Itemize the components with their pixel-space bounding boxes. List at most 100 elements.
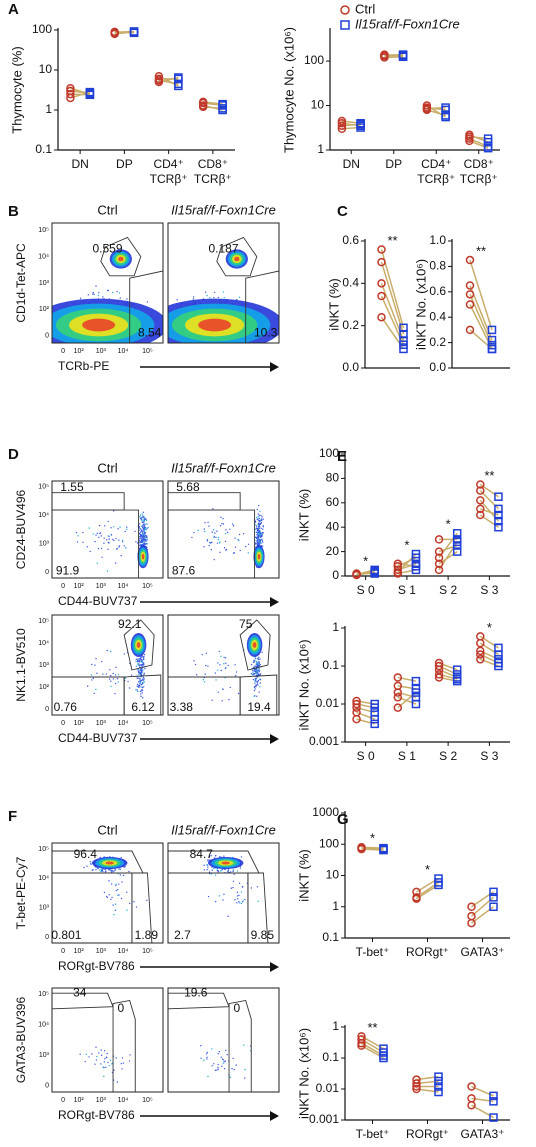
event-dot [144, 527, 147, 529]
ctrl-point [465, 300, 475, 309]
ctrl-point [465, 290, 475, 299]
gate [247, 872, 269, 943]
event-dot [223, 855, 225, 857]
event-dot [213, 1063, 215, 1065]
event-dot [237, 538, 239, 541]
flow-x-tick: 10⁴ [118, 948, 129, 955]
event-dot [142, 533, 144, 535]
event-dot [209, 542, 211, 544]
gate [52, 509, 140, 578]
event-dot [220, 1056, 222, 1058]
event-dot [114, 674, 117, 676]
event-dot [240, 856, 243, 858]
event-dot [93, 692, 95, 695]
event-dot [209, 297, 211, 299]
event-dot [139, 533, 141, 535]
event-dot [139, 683, 141, 685]
event-dot [231, 523, 234, 525]
event-dot [130, 674, 133, 676]
event-dot [142, 537, 144, 539]
y-tick-label: 1 [332, 899, 339, 913]
plot-frame [51, 480, 164, 579]
event-dot [139, 685, 141, 687]
event-dot [82, 541, 84, 543]
density [136, 642, 141, 648]
event-dot [223, 1067, 226, 1070]
event-dot [141, 686, 144, 689]
event-dot [203, 528, 205, 530]
event-dot [213, 296, 215, 299]
event-dot [259, 664, 261, 666]
event-dot [192, 298, 195, 300]
event-dot [254, 521, 257, 523]
event-dot [100, 1049, 102, 1051]
event-dot [96, 532, 99, 535]
event-dot [260, 527, 262, 530]
event-dot [139, 677, 141, 680]
x-tick-label: S 2 [439, 583, 457, 597]
event-dot [115, 1057, 117, 1059]
x-tick-label: S 1 [398, 749, 416, 763]
event-dot [109, 1059, 112, 1062]
ko-point [411, 549, 421, 559]
y-tick-label: 0.01 [316, 696, 340, 710]
event-dot [146, 899, 148, 902]
ctrl-point [154, 71, 164, 81]
event-dot [255, 543, 257, 545]
event-dot [75, 531, 78, 534]
event-dot [121, 1068, 123, 1070]
event-dot [97, 294, 99, 297]
event-dot [219, 551, 221, 554]
event-dot [142, 538, 144, 541]
ctrl-point [393, 565, 403, 575]
event-dot [119, 526, 121, 528]
event-dot [203, 869, 206, 871]
event-dot [138, 523, 141, 525]
event-dot [140, 668, 142, 670]
density [105, 861, 114, 865]
event-dot [126, 909, 128, 911]
event-dot [210, 854, 212, 857]
event-dot [208, 525, 210, 527]
event-dot [145, 529, 148, 531]
event-dot [122, 539, 124, 542]
event-dot [213, 291, 216, 294]
event-dot [100, 868, 103, 870]
event-dot [140, 541, 143, 543]
significance: ** [387, 233, 397, 248]
event-dot [259, 686, 261, 688]
ko-point [452, 676, 462, 686]
gate-percent: 1.55 [60, 480, 84, 494]
event-dot [139, 531, 142, 534]
event-dot [217, 1063, 219, 1066]
event-dot [216, 1069, 218, 1071]
event-dot [142, 521, 145, 524]
ko-point [494, 510, 503, 520]
event-dot [135, 541, 137, 543]
event-dot [232, 869, 235, 871]
event-dot [257, 679, 260, 682]
event-dot [234, 546, 237, 548]
event-dot [259, 682, 261, 684]
event-dot [235, 671, 238, 673]
event-dot [260, 533, 262, 536]
flow-x-tick: 10² [74, 720, 85, 727]
event-dot [126, 891, 128, 893]
event-dot [255, 531, 258, 534]
ctrl-point [467, 902, 476, 911]
event-dot [102, 673, 104, 675]
event-dot [113, 870, 116, 872]
ctrl-point [434, 658, 444, 668]
event-dot [118, 546, 120, 548]
event-dot [143, 523, 145, 525]
ko-point [434, 1076, 443, 1086]
event-dot [122, 1062, 125, 1064]
event-dot [254, 536, 257, 538]
event-dot [238, 533, 241, 536]
event-dot [224, 667, 227, 670]
event-dot [217, 669, 219, 671]
event-dot [254, 677, 257, 680]
ko-point [411, 688, 421, 697]
plot-frame [167, 614, 280, 716]
x-tick-label: GATA3⁺ [461, 945, 505, 959]
